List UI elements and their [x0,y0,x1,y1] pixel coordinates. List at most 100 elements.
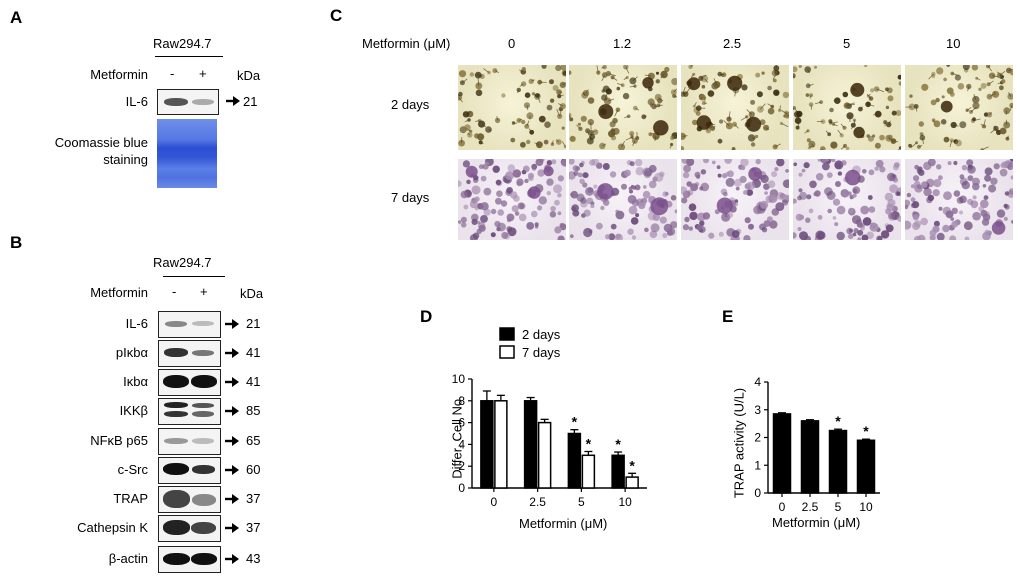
micrograph-2-days [569,65,677,150]
panel-a-kda-label: kDa [237,68,261,83]
micrograph-cells [793,65,901,150]
bar [856,439,876,494]
panel-a-stain-label-1: Coomassie blue [54,135,148,150]
panel-b-protein-label: Iκbα [123,374,148,389]
x-tick-label: 5 [578,495,585,509]
panel-c-row-7-days: 7 days [391,190,430,205]
micrograph-cells [793,159,901,240]
panel-c-conc-0: 0 [508,36,516,51]
blot-band [192,403,214,408]
panel-c-conc-5: 5 [843,36,851,51]
blot-band [163,553,190,565]
panel-e-ylabel-box: TRAP activity (U/L) [730,385,748,500]
panel-a-lane-minus: - [170,66,175,81]
panel-b-cell-line: Raw294.7 [153,255,212,270]
panel-b-blot-strip [158,457,221,484]
micrograph-cells [569,159,677,240]
kda-arrow-icon [225,465,239,475]
y-tick-label: 6 [458,416,465,430]
bar [800,420,820,494]
y-tick-label: 0 [458,481,465,495]
significance-star: * [586,435,592,451]
panel-b-blot-strip [158,311,221,338]
panel-b-cell-line-rule [163,276,225,277]
panel-b-protein-label: Cathepsin K [77,520,148,535]
panel-d-chart: 0 2 4 6 8 10 0 2.5 5 * * 10 * * 2 days 7 days [452,327,647,509]
significance-star: * [629,457,635,473]
panel-a-il6-blot [157,89,219,115]
kda-arrow-icon [225,523,239,533]
micrograph-7-days [681,159,789,240]
bar [611,454,625,489]
panel-e-letter: E [722,307,734,326]
blot-band [164,411,188,417]
blot-band [192,350,214,356]
blot-band [163,520,190,535]
panel-a-il6-arrow-icon [226,96,240,106]
panel-b-treatment-label: Metformin [90,285,148,300]
panel-a-cell-line: Raw294.7 [153,36,212,51]
x-tick-label: 5 [835,500,842,514]
x-tick-label: 0 [491,495,498,509]
panel-d-letter: D [420,307,433,326]
micrograph-cells [905,159,1013,240]
panel-e-xlabel: Metformin (μM) [772,515,861,530]
x-tick-label: 0 [779,500,786,514]
x-tick-label: 2.5 [529,495,546,509]
panel-b-kda-value: 60 [246,462,261,477]
significance-star: * [572,414,578,430]
panel-a-treatment-label: Metformin [90,67,148,82]
micrograph-7-days [905,159,1013,240]
panel-b-kda-value: 41 [246,345,261,360]
blot-band [163,463,189,475]
blot-band [192,438,214,444]
panel-a-il6-label: IL-6 [125,94,148,109]
micrograph-cells [681,65,789,150]
bar [537,421,552,489]
panel-b-blot-strip [158,546,221,573]
blot-band [165,321,187,327]
kda-arrow-icon [225,554,239,564]
panel-a-coomassie-gel [157,119,217,188]
legend-label: 7 days [522,345,561,360]
kda-arrow-icon [225,406,239,416]
bar [523,400,538,489]
micrograph-7-days [793,159,901,240]
panel-b-kda-value: 21 [246,316,261,331]
bar [567,432,582,489]
blot-band [192,411,214,417]
panel-d-xlabel: Metformin (μM) [519,516,608,531]
panel-c-conc-1-2: 1.2 [613,36,632,51]
blot-band [164,402,188,408]
panel-b-protein-label: IKKβ [119,403,148,418]
y-tick-label: 10 [452,372,466,386]
y-tick-label: 8 [458,394,465,408]
panel-e-chart: 0 1 2 3 4 0 2.5 5 * 10 * [754,375,880,514]
panel-b-blot-strip [158,486,221,513]
legend-swatch [499,345,515,359]
panel-b-kda-value: 43 [246,551,261,566]
bar [581,454,596,489]
panel-d-ylabel-box: Differ. Cell No. [448,382,466,492]
panel-a-letter: A [10,8,23,27]
x-tick-label: 10 [859,500,873,514]
y-tick-label: 1 [754,458,761,472]
panel-b-protein-label: c-Src [117,462,148,477]
micrograph-cells [458,159,566,240]
micrograph-2-days [905,65,1013,150]
panel-c-conc-2-5: 2.5 [723,36,742,51]
panel-c-row-2-days: 2 days [391,97,430,112]
panel-e-ylabel: TRAP activity (U/L) [731,387,747,498]
bar [772,413,792,494]
panel-d-ylabel: Differ. Cell No. [449,395,465,479]
micrograph-cells [458,65,566,149]
panel-b-kda-value: 41 [246,374,261,389]
panel-b-protein-label: β-actin [108,551,148,566]
significance-star: * [863,423,869,439]
blot-band [163,375,189,388]
panel-a-cell-line-rule [155,56,223,57]
micrograph-cells [569,65,677,150]
panel-b-lane-plus: + [200,284,208,299]
y-tick-label: 4 [754,375,761,389]
panel-b-blot-strip [158,398,221,425]
